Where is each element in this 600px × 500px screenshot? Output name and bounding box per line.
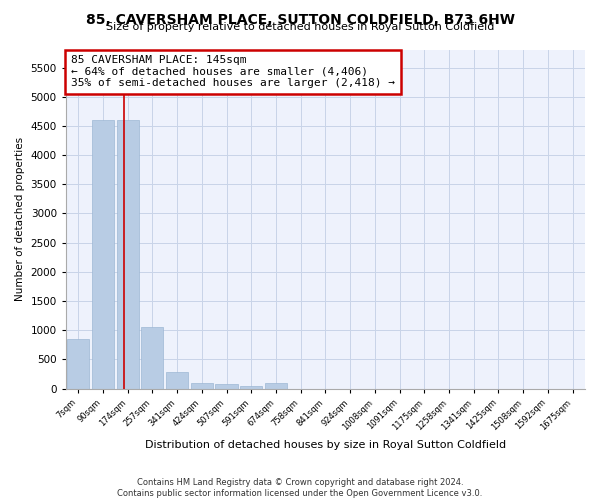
Bar: [215, 384, 238, 388]
Bar: [191, 384, 213, 388]
Bar: [92, 120, 114, 388]
X-axis label: Distribution of detached houses by size in Royal Sutton Coldfield: Distribution of detached houses by size …: [145, 440, 506, 450]
Bar: [265, 384, 287, 388]
Text: 85 CAVERSHAM PLACE: 145sqm
← 64% of detached houses are smaller (4,406)
35% of s: 85 CAVERSHAM PLACE: 145sqm ← 64% of deta…: [71, 55, 395, 88]
Bar: [240, 386, 262, 388]
Text: Size of property relative to detached houses in Royal Sutton Coldfield: Size of property relative to detached ho…: [106, 22, 494, 32]
Text: 85, CAVERSHAM PLACE, SUTTON COLDFIELD, B73 6HW: 85, CAVERSHAM PLACE, SUTTON COLDFIELD, B…: [86, 12, 515, 26]
Y-axis label: Number of detached properties: Number of detached properties: [15, 137, 25, 302]
Text: Contains HM Land Registry data © Crown copyright and database right 2024.
Contai: Contains HM Land Registry data © Crown c…: [118, 478, 482, 498]
Bar: [141, 328, 163, 388]
Bar: [116, 120, 139, 388]
Bar: [67, 339, 89, 388]
Bar: [166, 372, 188, 388]
